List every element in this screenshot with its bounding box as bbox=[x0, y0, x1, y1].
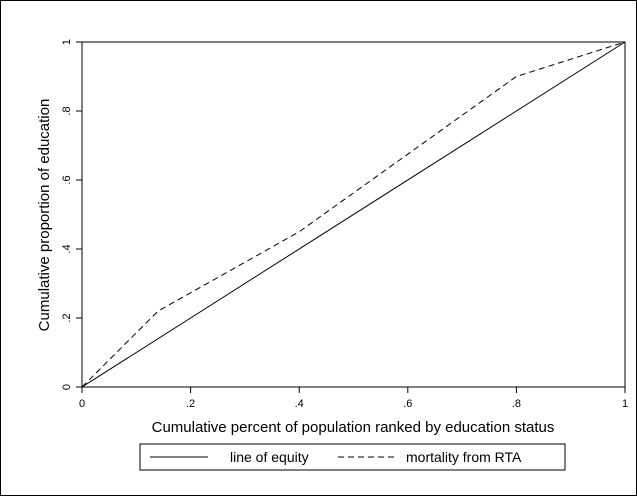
x-tick-label: .8 bbox=[512, 398, 521, 410]
x-tick-label: 1 bbox=[622, 398, 628, 410]
y-tick-label: .8 bbox=[61, 106, 73, 115]
y-tick-label: .2 bbox=[61, 313, 73, 322]
legend-label-line-of-equity: line of equity bbox=[230, 449, 309, 465]
y-tick-label: 0 bbox=[61, 384, 73, 390]
x-tick-label: .6 bbox=[403, 398, 412, 410]
series-line-line-of-equity bbox=[81, 41, 626, 388]
x-tick-label: .2 bbox=[186, 398, 195, 410]
x-axis-title: Cumulative percent of population ranked … bbox=[152, 419, 555, 436]
x-axis: 0 .2 .4 .6 .8 1 bbox=[79, 387, 628, 410]
legend: line of equity mortality from RTA bbox=[139, 443, 566, 471]
y-tick-label: .6 bbox=[61, 175, 73, 184]
series-line-mortality-from-rta bbox=[81, 41, 626, 388]
x-tick-label: 0 bbox=[79, 398, 85, 410]
plot-area bbox=[81, 41, 626, 388]
y-tick-label: 1 bbox=[61, 39, 73, 45]
y-axis: 0 .2 .4 .6 .8 1 bbox=[61, 39, 82, 390]
y-tick-label: .4 bbox=[61, 244, 73, 253]
series-layer bbox=[81, 41, 626, 388]
x-tick-label: .4 bbox=[295, 398, 304, 410]
y-axis-title: Cumulative proportion of education bbox=[36, 99, 53, 332]
legend-label-mortality-from-rta: mortality from RTA bbox=[406, 449, 522, 465]
